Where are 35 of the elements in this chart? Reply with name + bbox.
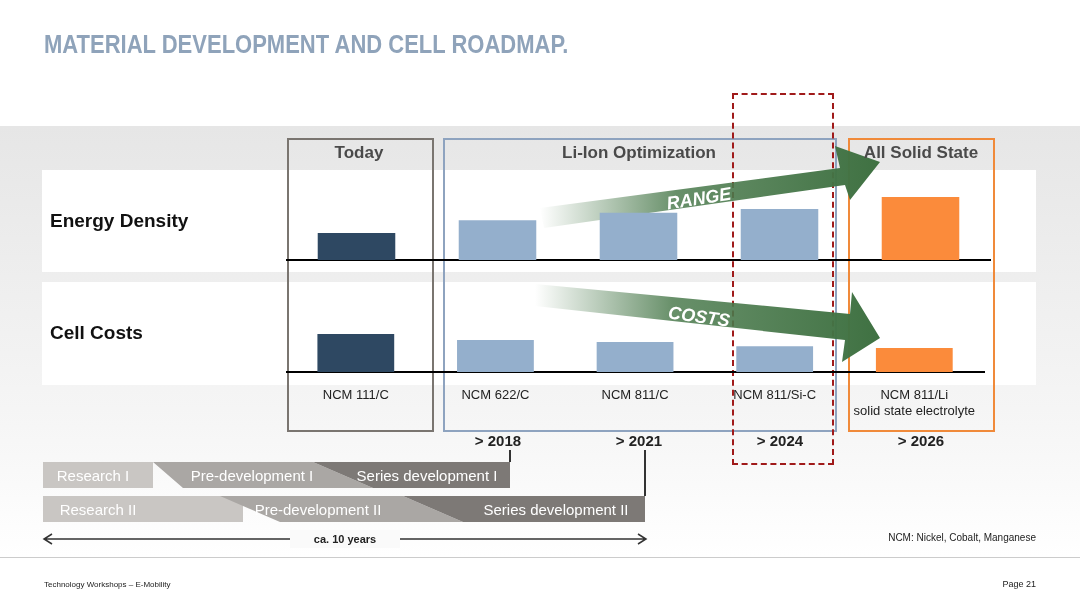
y-axis-title: Energy Density [50, 210, 189, 232]
bar [740, 208, 819, 260]
bar [317, 232, 396, 260]
bar [736, 346, 814, 372]
text: Today [334, 143, 384, 163]
bar [596, 341, 674, 372]
x-tick-label: NCM 622/C [461, 387, 530, 403]
bar [458, 220, 537, 260]
text: > 2021 [615, 431, 663, 449]
text: Page 21 [1002, 579, 1036, 589]
text: ca. 10 years [313, 533, 377, 545]
text: Series development I [356, 466, 498, 484]
y-axis-title: Cell Costs [50, 322, 143, 344]
text: > 2024 [756, 431, 804, 449]
bar [881, 197, 960, 260]
x-tick-label: NCM 811/C [601, 387, 669, 403]
text: All Solid State [863, 143, 979, 163]
x-tick-label: NCM 811/Li solid state electrolyte [853, 387, 976, 418]
text: NCM: Nickel, Cobalt, Manganese [888, 531, 1036, 543]
annotation: RANGE [665, 183, 733, 215]
text: Series development II [483, 500, 629, 518]
bar [599, 212, 678, 260]
text: Research II [59, 500, 137, 518]
bar [875, 348, 953, 372]
text: > 2026 [897, 431, 945, 449]
text: COSTS [666, 302, 732, 332]
chart-title: MATERIAL DEVELOPMENT AND CELL ROADMAP. [44, 30, 569, 59]
x-tick-label: NCM 811/Si-C [733, 387, 817, 403]
text: Pre-development I [190, 466, 314, 484]
x-tick-label: NCM 111/C [322, 387, 389, 403]
text: Technology Workshops – E-Mobility [44, 579, 171, 589]
text: > 2018 [474, 431, 522, 449]
text: Li-Ion Optimization [562, 143, 716, 163]
bar [317, 334, 395, 372]
bar [457, 340, 534, 372]
